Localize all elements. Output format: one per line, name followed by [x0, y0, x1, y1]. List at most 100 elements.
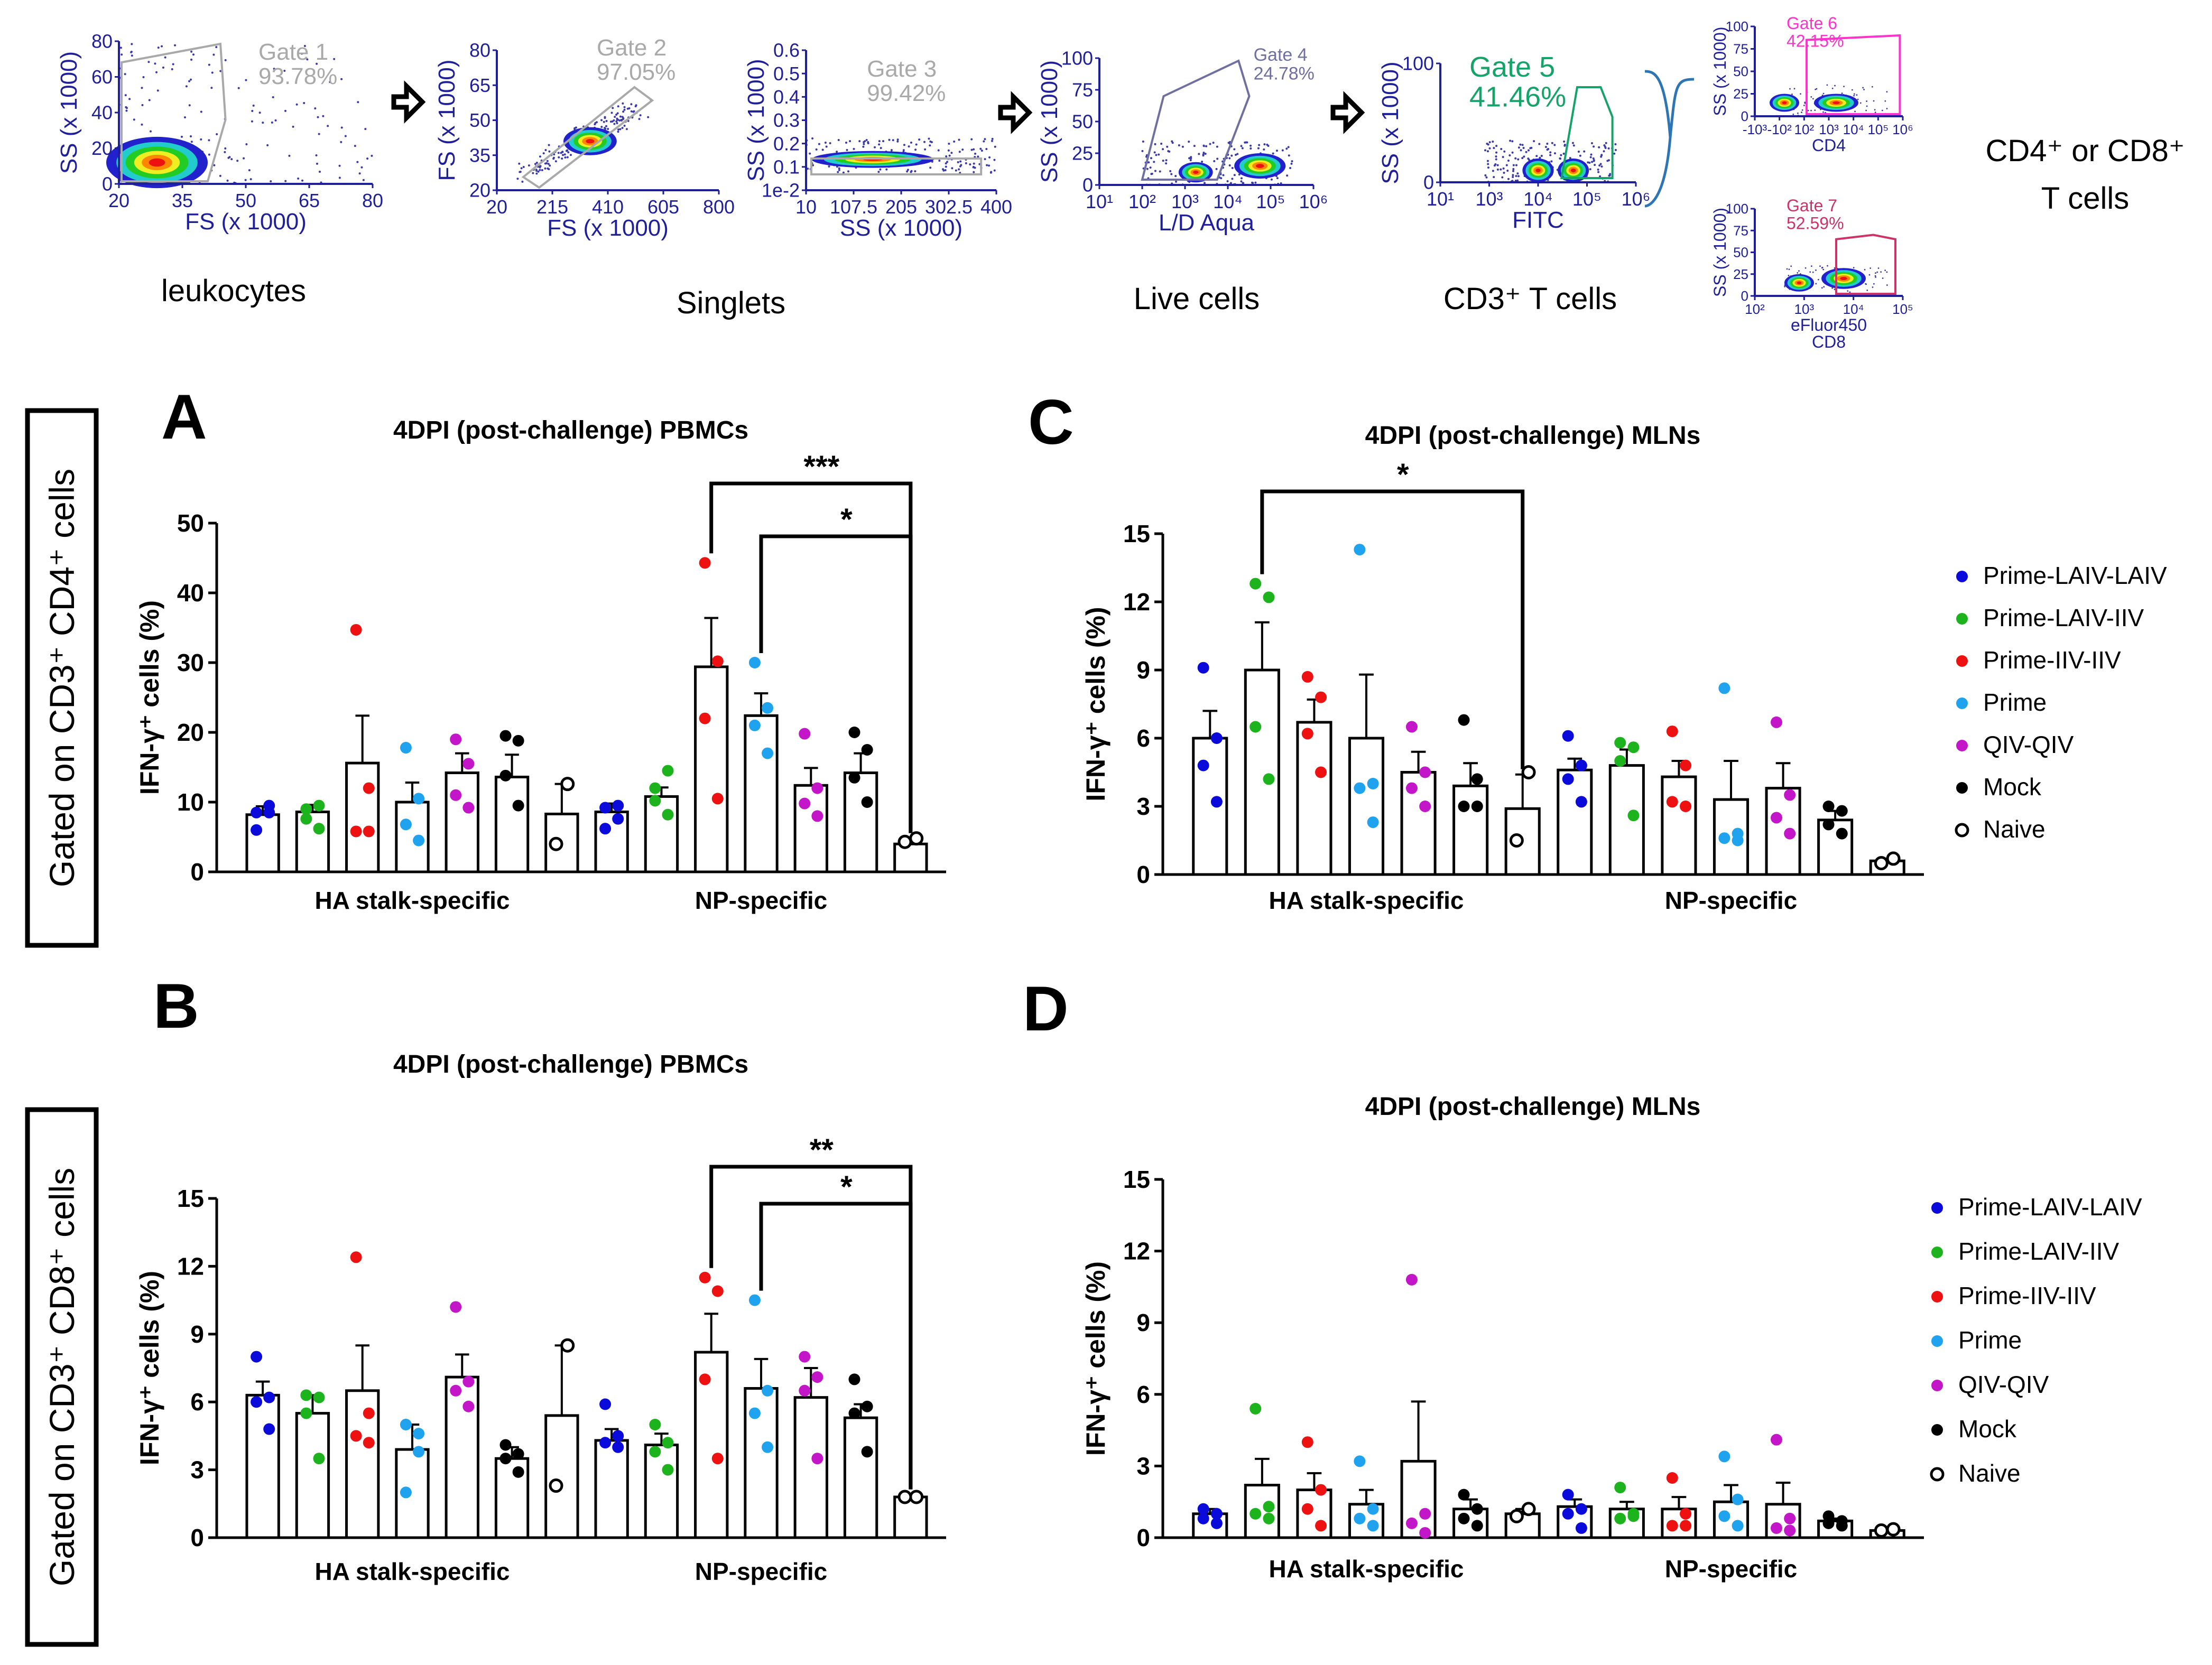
x-axis-label: SS (x 1000)	[840, 215, 962, 241]
event-dot	[142, 76, 145, 79]
event-dot	[1827, 265, 1828, 267]
event-dot	[521, 180, 524, 183]
bar	[1452, 784, 1489, 876]
legend-label: Prime	[1958, 1326, 2022, 1354]
event-dot	[1189, 159, 1192, 162]
event-dot	[1784, 286, 1786, 287]
event-dot	[1147, 161, 1150, 164]
event-dot	[1492, 170, 1494, 172]
event-dot	[929, 166, 932, 169]
event-dot	[1286, 174, 1289, 177]
event-dot	[1886, 108, 1888, 109]
data-point	[1250, 578, 1262, 590]
data-point	[1836, 805, 1848, 817]
panel-letter-d: D	[1023, 973, 1069, 1044]
event-dot	[157, 46, 160, 49]
data-point	[350, 1251, 362, 1263]
data-point	[762, 747, 774, 759]
data-point	[350, 1430, 362, 1442]
event-dot	[1851, 89, 1853, 91]
significance-bracket	[1260, 489, 1525, 769]
data-point	[811, 1453, 823, 1465]
y-tick-label: 100	[1726, 18, 1748, 34]
event-dot	[958, 138, 960, 141]
y-tick-label: 1e-2	[762, 180, 800, 201]
data-point	[313, 799, 325, 812]
event-dot	[251, 120, 253, 123]
event-dot	[838, 167, 840, 170]
event-dot	[600, 126, 603, 128]
event-dot	[1841, 92, 1843, 94]
event-dot	[1810, 96, 1812, 98]
event-dot	[604, 116, 606, 118]
event-dot	[1165, 162, 1168, 165]
bar	[644, 1444, 679, 1539]
event-dot	[1496, 168, 1499, 171]
event-dot	[519, 171, 521, 173]
event-dot	[946, 161, 949, 163]
event-dot	[1874, 275, 1876, 277]
event-dot	[812, 164, 815, 166]
event-dot	[516, 178, 519, 180]
y-tick-label: 20	[91, 137, 113, 159]
data-point	[1614, 755, 1626, 767]
gate-percent: 41.46%	[1469, 81, 1566, 113]
legend-label: Prime-IIV-IIV	[1958, 1282, 2096, 1309]
density-contour	[1797, 281, 1802, 284]
event-dot	[619, 128, 622, 131]
data-point	[251, 1396, 263, 1408]
event-dot	[161, 45, 163, 48]
event-dot	[1853, 93, 1855, 95]
data-point	[1367, 1520, 1379, 1532]
event-dot	[955, 169, 957, 172]
event-dot	[1525, 151, 1528, 153]
event-dot	[1495, 151, 1498, 154]
y-tick-label: 35	[469, 144, 490, 166]
event-dot	[219, 174, 221, 177]
data-point	[1627, 741, 1640, 754]
event-dot	[1484, 174, 1487, 176]
event-dot	[190, 58, 193, 61]
event-dot	[958, 151, 961, 153]
event-dot	[836, 151, 838, 153]
event-dot	[969, 163, 971, 166]
x-axis-label: eFluor450	[1791, 315, 1867, 334]
event-dot	[534, 163, 536, 165]
event-dot	[825, 145, 828, 148]
data-point	[1458, 1489, 1470, 1501]
event-dot	[1875, 276, 1877, 278]
event-dot	[915, 143, 918, 146]
event-dot	[1202, 144, 1205, 147]
data-point	[662, 765, 674, 777]
event-dot	[837, 171, 839, 173]
event-dot	[988, 156, 991, 159]
event-dot	[1212, 142, 1215, 144]
data-point	[1627, 810, 1640, 822]
event-dot	[273, 68, 275, 70]
event-dot	[230, 158, 233, 161]
event-dot	[545, 162, 548, 164]
gate-outline	[521, 86, 654, 189]
data-point	[662, 808, 674, 821]
data-point	[1575, 1522, 1587, 1534]
event-dot	[1234, 154, 1237, 156]
event-dot	[1865, 109, 1867, 111]
event-dot	[1520, 149, 1522, 152]
event-dot	[340, 141, 343, 143]
data-point	[400, 818, 412, 831]
event-dot	[1233, 148, 1236, 151]
x-tick-label: 107.5	[830, 196, 877, 218]
x-tick-label: 10³	[1819, 122, 1839, 137]
bar	[793, 1396, 828, 1539]
event-dot	[647, 116, 650, 118]
legend-marker	[1956, 697, 1968, 709]
event-dot	[549, 164, 551, 167]
event-dot	[189, 135, 192, 137]
event-dot	[605, 119, 608, 122]
event-dot	[148, 99, 151, 101]
arrow-icon	[998, 91, 1033, 134]
event-dot	[1853, 95, 1855, 97]
event-dot	[1815, 88, 1817, 90]
data-point	[450, 789, 462, 801]
